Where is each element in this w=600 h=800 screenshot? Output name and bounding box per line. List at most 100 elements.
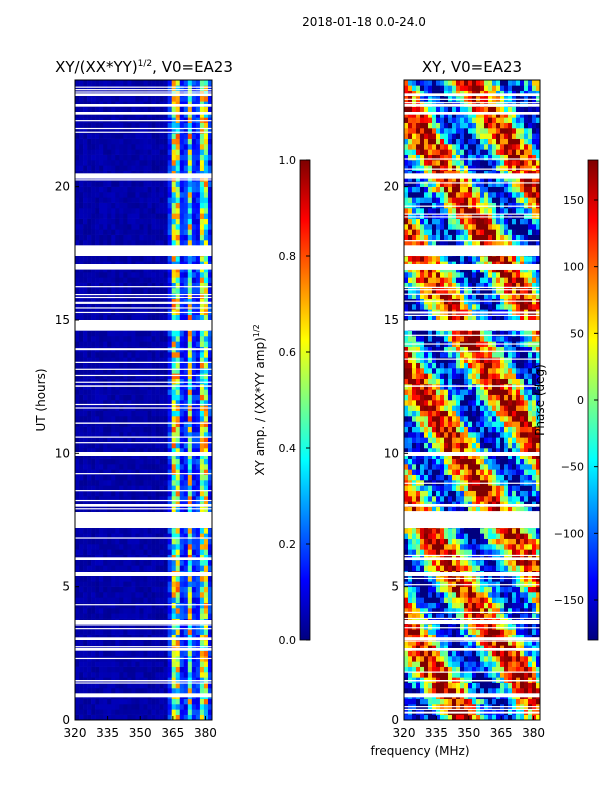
heatmap-cell	[187, 442, 193, 449]
heatmap-cell	[95, 437, 100, 443]
heatmap-cell	[504, 640, 509, 646]
heatmap-cell	[79, 581, 84, 587]
heatmap-cell	[159, 629, 164, 635]
heatmap-cell	[83, 709, 88, 715]
heatmap-cell	[151, 282, 156, 289]
heatmap-cell	[163, 682, 168, 689]
heatmap-cell	[155, 192, 160, 198]
heatmap-cell	[95, 426, 100, 433]
heatmap-cell	[95, 608, 100, 614]
heatmap-cell	[135, 154, 140, 161]
heatmap-cell	[207, 352, 213, 358]
heatmap-cell	[87, 272, 92, 278]
heatmap-cell	[171, 602, 177, 609]
heatmap-cell	[151, 357, 156, 363]
heatmap-cell	[488, 714, 493, 721]
heatmap-cell	[524, 656, 529, 662]
heatmap-cell	[436, 656, 441, 662]
heatmap-cell	[191, 704, 197, 710]
heatmap-cell	[203, 650, 209, 657]
heatmap-cell	[191, 282, 197, 289]
heatmap-cell	[91, 378, 96, 385]
heatmap-cell	[143, 704, 148, 710]
heatmap-cell	[191, 229, 197, 235]
heatmap-cell	[99, 181, 104, 187]
heatmap-cell	[99, 576, 104, 582]
heatmap-cell	[207, 421, 213, 427]
heatmap-cell	[75, 560, 80, 566]
heatmap-cell	[155, 661, 160, 667]
heatmap-cell	[131, 416, 136, 422]
heatmap-cell	[528, 661, 533, 667]
heatmap-cell	[183, 410, 189, 417]
heatmap-cell	[127, 485, 132, 491]
heatmap-cell	[163, 464, 168, 470]
heatmap-cell	[99, 608, 104, 614]
heatmap-cell	[83, 202, 88, 209]
heatmap-cell	[175, 426, 181, 433]
heatmap-cell	[163, 400, 168, 406]
heatmap-cell	[75, 490, 80, 497]
heatmap-cell	[115, 80, 120, 86]
heatmap-cell	[183, 496, 189, 502]
heatmap-cell	[139, 80, 144, 86]
heatmap-cell	[183, 133, 189, 139]
heatmap-cell	[83, 272, 88, 278]
heatmap-cell	[127, 400, 132, 406]
heatmap-cell	[139, 138, 144, 145]
heatmap-cell	[75, 394, 80, 401]
heatmap-cell	[420, 602, 425, 609]
heatmap-cell	[135, 298, 140, 305]
heatmap-cell	[163, 453, 168, 459]
heatmap-cell	[99, 597, 104, 603]
heatmap-cell	[95, 256, 100, 262]
heatmap-cell	[123, 448, 128, 454]
heatmap-cell	[95, 624, 100, 630]
heatmap-cell	[191, 160, 197, 166]
heatmap-cell	[123, 154, 128, 161]
heatmap-cell	[119, 464, 124, 470]
heatmap-cell	[171, 181, 177, 187]
x-tick-label: 350	[129, 726, 152, 740]
heatmap-cell	[79, 592, 84, 598]
heatmap-cell	[528, 597, 533, 603]
heatmap-cell	[171, 453, 177, 459]
heatmap-cell	[127, 394, 132, 401]
heatmap-cell	[143, 85, 148, 91]
heatmap-cell	[123, 218, 128, 225]
heatmap-cell	[207, 394, 213, 401]
heatmap-cell	[107, 341, 112, 347]
heatmap-cell	[183, 330, 189, 337]
heatmap-cell	[199, 586, 205, 593]
heatmap-cell	[119, 474, 124, 481]
heatmap-cell	[147, 176, 152, 182]
heatmap-cell	[532, 613, 537, 619]
heatmap-cell	[167, 448, 173, 454]
heatmap-cell	[111, 533, 116, 539]
heatmap-cell	[472, 629, 477, 635]
heatmap-cell	[203, 165, 209, 171]
heatmap-cell	[123, 469, 128, 475]
heatmap-cell	[91, 192, 96, 198]
heatmap-cell	[143, 602, 148, 609]
heatmap-cell	[207, 373, 213, 379]
heatmap-cell	[151, 202, 156, 209]
heatmap-cell	[139, 533, 144, 539]
heatmap-cell	[79, 176, 84, 182]
heatmap-cell	[468, 592, 473, 598]
heatmap-cell	[95, 218, 100, 225]
heatmap-cell	[183, 352, 189, 358]
heatmap-cell	[187, 272, 193, 278]
heatmap-cell	[107, 474, 112, 481]
heatmap-cell	[119, 80, 124, 86]
heatmap-cell	[428, 597, 433, 603]
heatmap-cell	[500, 656, 505, 662]
heatmap-cell	[460, 656, 465, 662]
heatmap-cell	[163, 208, 168, 214]
heatmap-cell	[111, 474, 116, 481]
heatmap-cell	[79, 304, 84, 310]
heatmap-cell	[179, 373, 185, 379]
heatmap-cell	[175, 624, 181, 630]
heatmap-cell	[195, 544, 201, 550]
heatmap-cell	[79, 330, 84, 337]
